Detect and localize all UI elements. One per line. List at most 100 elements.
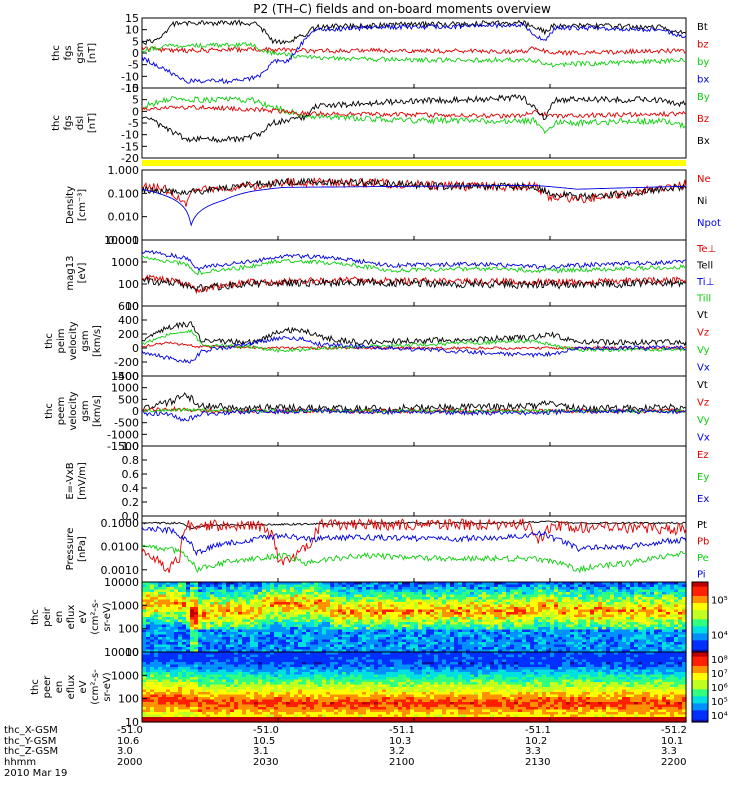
- spectrogram-cell: [158, 707, 163, 711]
- spectrogram-cell: [218, 617, 223, 621]
- spectrogram-cell: [230, 624, 235, 628]
- spectrogram-cell: [378, 609, 383, 613]
- spectrogram-cell: [482, 614, 487, 618]
- spectrogram-cell: [290, 609, 295, 613]
- spectrogram-cell: [146, 702, 151, 706]
- spectrogram-cell: [382, 627, 387, 631]
- spectrogram-cell: [294, 637, 299, 641]
- spectrogram-cell: [406, 617, 411, 621]
- spectrogram-cell: [378, 612, 383, 616]
- spectrogram-cell: [634, 599, 639, 603]
- spectrogram-cell: [266, 672, 271, 676]
- spectrogram-cell: [186, 704, 191, 708]
- spectrogram-cell: [458, 639, 463, 643]
- spectrogram-cell: [386, 649, 391, 653]
- spectrogram-cell: [646, 647, 651, 651]
- spectrogram-cell: [562, 607, 567, 611]
- spectrogram-cell: [514, 649, 519, 653]
- spectrogram-cell: [206, 604, 211, 608]
- spectrogram-cell: [470, 622, 475, 626]
- spectrogram-cell: [378, 614, 383, 618]
- spectrogram-cell: [322, 584, 327, 588]
- spectrogram-cell: [450, 639, 455, 643]
- spectrogram-cell: [602, 582, 607, 586]
- spectrogram-cell: [238, 717, 243, 721]
- spectrogram-cell: [358, 607, 363, 611]
- spectrogram-cell: [266, 694, 271, 698]
- spectrogram-cell: [382, 629, 387, 633]
- spectrogram-cell: [210, 592, 215, 596]
- spectrogram-cell: [202, 677, 207, 681]
- spectrogram-cell: [582, 642, 587, 646]
- spectrogram-cell: [614, 609, 619, 613]
- spectrogram-cell: [294, 617, 299, 621]
- spectrogram-cell: [222, 667, 227, 671]
- spectrogram-cell: [150, 717, 155, 721]
- spectrogram-cell: [326, 632, 331, 636]
- spectrogram-cell: [214, 689, 219, 693]
- spectrogram-cell: [238, 697, 243, 701]
- spectrogram-cell: [178, 647, 183, 651]
- spectrogram-cell: [634, 609, 639, 613]
- spectrogram-cell: [158, 672, 163, 676]
- spectrogram-cell: [438, 644, 443, 648]
- spectrogram-cell: [230, 632, 235, 636]
- spectrogram-cell: [682, 642, 687, 646]
- spectrogram-cell: [462, 649, 467, 653]
- spectrogram-cell: [406, 647, 411, 651]
- spectrogram-cell: [182, 604, 187, 608]
- spectrogram-cell: [178, 714, 183, 718]
- colorbar-cell: [692, 614, 708, 618]
- spectrogram-cell: [238, 662, 243, 666]
- spectrogram-cell: [526, 644, 531, 648]
- spectrogram-cell: [626, 607, 631, 611]
- spectrogram-cell: [270, 672, 275, 676]
- spectrogram-cell: [414, 634, 419, 638]
- spectrogram-cell: [178, 627, 183, 631]
- spectrogram-cell: [682, 594, 687, 598]
- spectrogram-cell: [310, 637, 315, 641]
- spectrogram-cell: [478, 644, 483, 648]
- spectrogram-cell: [182, 642, 187, 646]
- spectrogram-cell: [226, 587, 231, 591]
- spectrogram-cell: [430, 592, 435, 596]
- spectrogram-cell: [210, 609, 215, 613]
- spectrogram-cell: [566, 587, 571, 591]
- spectrogram-cell: [478, 592, 483, 596]
- spectrogram-cell: [154, 632, 159, 636]
- spectrogram-cell: [382, 644, 387, 648]
- spectrogram-cell: [402, 624, 407, 628]
- spectrogram-cell: [146, 622, 151, 626]
- spectrogram-cell: [602, 649, 607, 653]
- spectrogram-cell: [578, 619, 583, 623]
- spectrogram-cell: [162, 657, 167, 661]
- spectrogram-cell: [218, 592, 223, 596]
- spectrogram-cell: [506, 599, 511, 603]
- spectrogram-cell: [262, 709, 267, 713]
- spectrogram-cell: [210, 699, 215, 703]
- spectrogram-cell: [386, 614, 391, 618]
- spectrogram-cell: [514, 639, 519, 643]
- spectrogram-cell: [410, 637, 415, 641]
- spectrogram-cell: [606, 624, 611, 628]
- spectrogram-cell: [554, 594, 559, 598]
- spectrogram-cell: [506, 639, 511, 643]
- spectrogram-cell: [258, 684, 263, 688]
- spectrogram-cell: [214, 604, 219, 608]
- spectrogram-cell: [258, 717, 263, 721]
- spectrogram-cell: [530, 619, 535, 623]
- spectrogram-cell: [186, 677, 191, 681]
- spectrogram-cell: [306, 614, 311, 618]
- spectrogram-cell: [538, 599, 543, 603]
- spectrogram-cell: [282, 587, 287, 591]
- spectrogram-cell: [534, 604, 539, 608]
- spectrogram-cell: [266, 667, 271, 671]
- spectrogram-cell: [154, 602, 159, 606]
- spectrogram-cell: [198, 659, 203, 663]
- spectrogram-cell: [338, 624, 343, 628]
- spectrogram-cell: [198, 627, 203, 631]
- spectrogram-cell: [262, 649, 267, 653]
- spectrogram-cell: [226, 664, 231, 668]
- spectrogram-cell: [234, 627, 239, 631]
- spectrogram-cell: [394, 584, 399, 588]
